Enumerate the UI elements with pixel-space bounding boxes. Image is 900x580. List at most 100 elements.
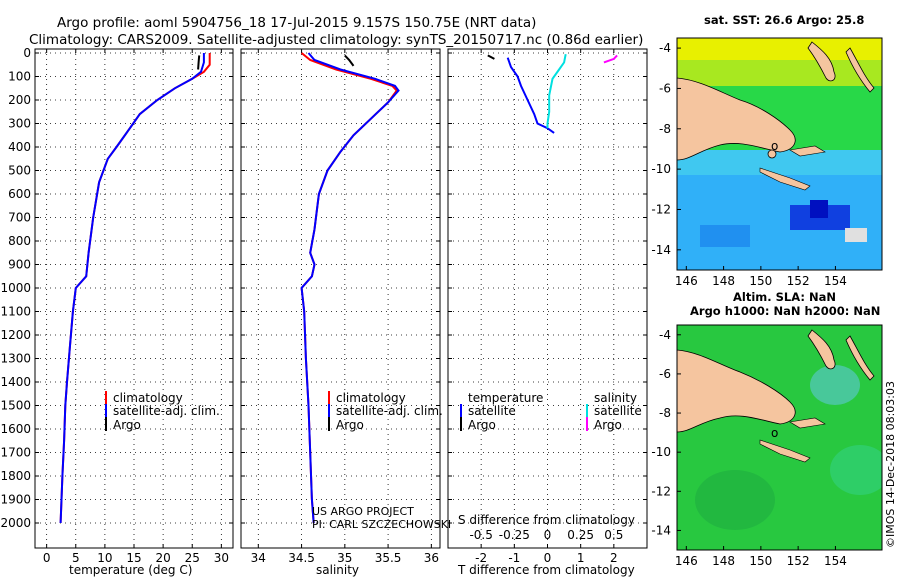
- series-satellite-adj-clim-: [300, 52, 400, 524]
- depth-tick-label: 400: [8, 140, 31, 154]
- t-difference-x-label: T difference from climatology: [457, 563, 635, 577]
- series-temperature-satellite: [506, 57, 555, 134]
- temperature-panel: 0100200300400500600700800900100011001200…: [0, 46, 234, 577]
- sla-map-float-marker: o: [771, 426, 778, 440]
- legend-temperature-heading: temperature: [468, 391, 543, 405]
- lon-tick-label: 146: [675, 554, 698, 568]
- salinity-legend: climatology satellite-adj. clim. Argo: [328, 391, 443, 432]
- legend-temp-argo-label: Argo: [468, 418, 496, 432]
- legend-climatology-label-2: climatology: [336, 391, 406, 405]
- sla-map-title-2: Argo h1000: NaN h2000: NaN: [690, 304, 880, 318]
- depth-tick-label: 800: [8, 234, 31, 248]
- x-tick-label: 20: [155, 551, 170, 565]
- x-tick-label: 36: [424, 551, 439, 565]
- lon-tick-label: 154: [824, 274, 847, 288]
- series-satellite-adj-clim-: [59, 53, 205, 524]
- sst-map-islet-3: [759, 167, 811, 191]
- s-diff-tick-label: 0.5: [604, 528, 623, 542]
- salinity-series: [300, 52, 400, 524]
- x-tick-label: 0: [544, 551, 552, 565]
- series-argo: [344, 54, 355, 67]
- depth-tick-label: 1400: [0, 375, 31, 389]
- lat-tick-label: -6: [659, 81, 671, 95]
- lon-tick-label: 148: [712, 274, 735, 288]
- x-tick-label: 1: [577, 551, 585, 565]
- temperature-legend: climatology satellite-adj. clim. Argo: [105, 391, 220, 432]
- title-line-1: Argo profile: aoml 5904756_18 17-Jul-201…: [57, 15, 536, 31]
- depth-tick-label: 1800: [0, 469, 31, 483]
- sst-map-lat-ticks: -4 -6 -8 -10 -12 -14: [651, 41, 681, 257]
- difference-gridlines: [448, 49, 647, 548]
- sla-map-field: o: [677, 325, 882, 550]
- sla-map-islet: [759, 439, 811, 463]
- salinity-panel: 34 34.5 35 35.5 36 salinity climatology sate…: [240, 48, 451, 577]
- lat-tick-label: -12: [651, 484, 671, 498]
- legend-temp-satellite-label: satellite: [468, 404, 516, 418]
- x-tick-label: 35.5: [375, 551, 402, 565]
- depth-tick-label: 1000: [0, 281, 31, 295]
- lon-tick-label: 152: [787, 554, 810, 568]
- depth-tick-label: 1100: [0, 305, 31, 319]
- s-diff-tick-label: -0.5: [469, 528, 492, 542]
- x-tick-label: 10: [97, 551, 112, 565]
- legend-sal-satellite-label: satellite: [594, 404, 642, 418]
- difference-series: [487, 54, 618, 134]
- sst-map-island-2: [845, 47, 875, 93]
- lon-tick-label: 148: [712, 554, 735, 568]
- series-climatology: [300, 52, 398, 524]
- sla-map-land: [677, 349, 796, 433]
- series-temperature-argo: [487, 54, 495, 60]
- sst-map-lon-ticks: 146 148 150 152 154: [675, 266, 847, 288]
- pi-watermark: PI: CARL SZCZECHOWSKI: [312, 518, 451, 531]
- lon-tick-label: 154: [824, 554, 847, 568]
- lon-tick-label: 152: [787, 274, 810, 288]
- s-diff-tick-label: 0: [544, 528, 552, 542]
- salinity-difference-tick-labels: -0.5 -0.25 0 0.25 0.5: [469, 528, 623, 542]
- lat-tick-label: -4: [659, 328, 671, 342]
- sla-map-lon-ticks: 146 148 150 152 154: [675, 546, 847, 568]
- difference-legend: temperature satellite Argo salinity sate…: [460, 391, 642, 432]
- s-diff-tick-label: 0.25: [567, 528, 594, 542]
- x-tick-label: 25: [185, 551, 200, 565]
- depth-tick-label: 900: [8, 258, 31, 272]
- difference-x-tick-labels: -2 -1 0 1 2: [475, 551, 617, 565]
- salinity-x-label: salinity: [316, 563, 359, 577]
- lon-tick-label: 146: [675, 274, 698, 288]
- depth-tick-label: 300: [8, 117, 31, 131]
- depth-tick-label: 500: [8, 164, 31, 178]
- legend-salinity-heading: salinity: [594, 391, 637, 405]
- temperature-x-tick-labels: 0 5 10 15 20 25 30: [43, 551, 229, 565]
- legend-satellite-label: satellite-adj. clim.: [113, 404, 220, 418]
- x-tick-label: 35: [337, 551, 352, 565]
- lat-tick-label: -14: [651, 243, 671, 257]
- depth-tick-label: 1500: [0, 399, 31, 413]
- temperature-series: [59, 53, 211, 524]
- sla-map-island: [807, 329, 836, 370]
- depth-tick-labels: 0 100 200 300 400 500 600 700 800 900 1000 1100 1200…: [0, 46, 31, 530]
- depth-tick-label: 700: [8, 211, 31, 225]
- lat-tick-label: -10: [651, 162, 671, 176]
- s-diff-tick-label: -0.25: [499, 528, 530, 542]
- lat-tick-label: -6: [659, 367, 671, 381]
- sla-map-frame: [676, 324, 883, 551]
- x-tick-label: -1: [508, 551, 520, 565]
- depth-tick-label: 1900: [0, 493, 31, 507]
- sla-map-lat-ticks: -4 -6 -8 -10 -12 -14: [651, 328, 681, 537]
- sst-map-islet: [767, 149, 777, 159]
- legend-sal-argo-label: Argo: [594, 418, 622, 432]
- s-difference-x-label: S difference from climatology: [458, 513, 635, 527]
- depth-tick-label: 200: [8, 93, 31, 107]
- series-argo: [197, 55, 201, 70]
- temperature-x-label: temperature (deg C): [69, 563, 192, 577]
- series-salinity-satellite: [546, 54, 567, 129]
- depth-tick-label: 1300: [0, 352, 31, 366]
- salinity-x-tick-labels: 34 34.5 35 35.5 36: [251, 551, 439, 565]
- imos-credit: ©IMOS 14-Dec-2018 08:03:03: [884, 381, 897, 548]
- depth-tick-label: 600: [8, 187, 31, 201]
- legend-satellite-label-2: satellite-adj. clim.: [336, 404, 443, 418]
- depth-tick-label: 1200: [0, 328, 31, 342]
- sla-map: Altim. SLA: NaN Argo h1000: NaN h2000: N…: [651, 290, 883, 568]
- legend-argo-label: Argo: [113, 418, 141, 432]
- lon-tick-label: 150: [749, 554, 772, 568]
- sst-map-title: sat. SST: 26.6 Argo: 25.8: [704, 13, 864, 27]
